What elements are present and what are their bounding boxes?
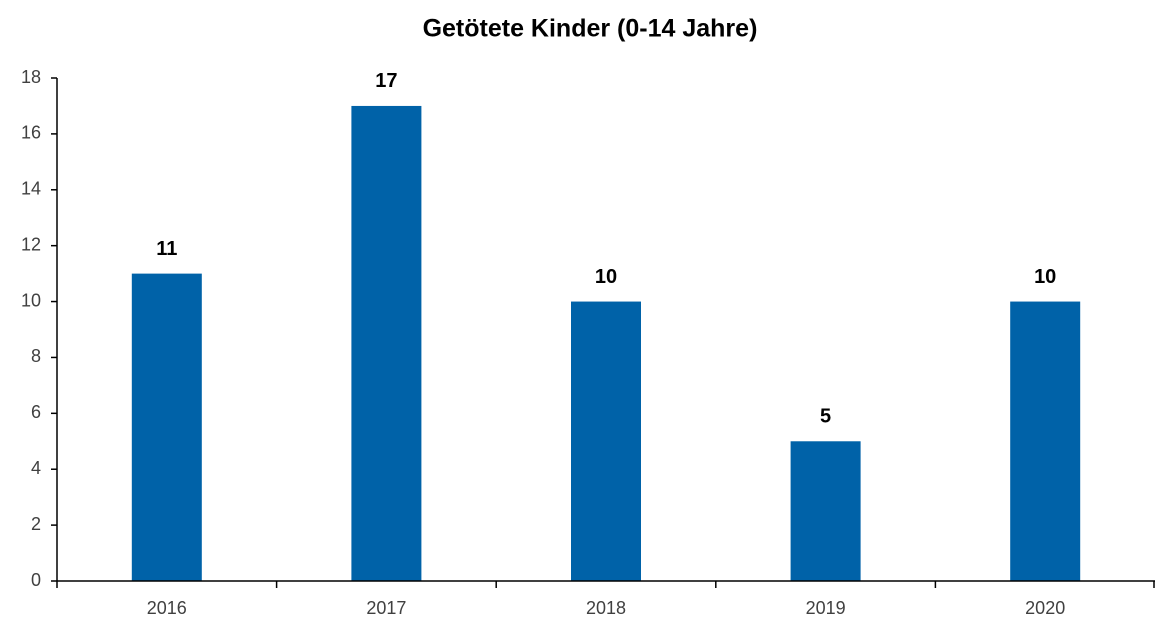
- y-tick-label: 16: [21, 123, 41, 143]
- y-tick-label: 8: [31, 346, 41, 366]
- x-tick-label: 2019: [806, 598, 846, 618]
- y-tick-label: 0: [31, 570, 41, 590]
- y-tick-label: 18: [21, 67, 41, 87]
- y-tick-label: 2: [31, 514, 41, 534]
- x-tick-label: 2017: [366, 598, 406, 618]
- data-label: 11: [156, 238, 177, 260]
- x-tick-label: 2016: [147, 598, 187, 618]
- bar: [351, 105, 422, 581]
- bar: [790, 441, 861, 581]
- data-label: 10: [595, 266, 617, 288]
- data-label: 10: [1034, 266, 1056, 288]
- bar: [131, 273, 202, 581]
- data-label: 17: [375, 70, 397, 92]
- y-tick-label: 12: [21, 234, 41, 254]
- y-tick-label: 10: [21, 290, 41, 310]
- y-tick-label: 14: [21, 179, 41, 199]
- x-tick-label: 2020: [1025, 598, 1065, 618]
- y-tick-label: 4: [31, 458, 41, 478]
- chart-title: Getötete Kinder (0-14 Jahre): [423, 15, 758, 43]
- x-tick-label: 2018: [586, 598, 626, 618]
- bar: [1010, 301, 1081, 581]
- y-tick-label: 6: [31, 402, 41, 422]
- bar: [571, 301, 641, 581]
- data-label: 5: [820, 406, 831, 428]
